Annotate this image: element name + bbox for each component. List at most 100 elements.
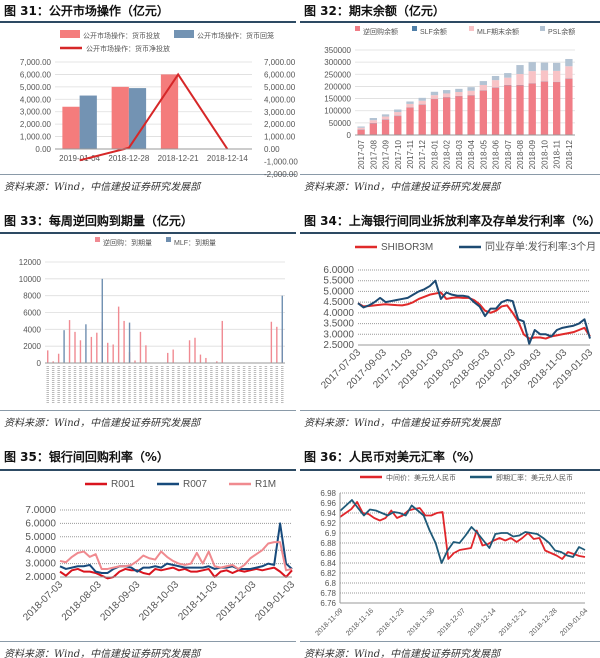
legend-swatch bbox=[540, 26, 545, 31]
y-tick-label: 1,000.00 bbox=[20, 133, 52, 142]
y-tick-label: 7.0000 bbox=[25, 505, 56, 516]
y-tick-label: 6.76 bbox=[320, 599, 336, 608]
chart-svg: 7.0000 6.0000 5.0000 4.0000 3.0000 2.0000 R001… bbox=[21, 479, 297, 623]
y-tick-label: 50000 bbox=[329, 119, 352, 128]
y-tick-label: 6.88 bbox=[320, 539, 336, 548]
stacked-bar-segment bbox=[406, 107, 414, 135]
stacked-bar-segment bbox=[369, 118, 377, 121]
bar bbox=[139, 331, 142, 363]
y-tick-label: 4000 bbox=[23, 325, 41, 334]
bar bbox=[145, 345, 147, 363]
x-tick-label: 2018-07 bbox=[504, 139, 513, 169]
title-divider bbox=[0, 232, 296, 234]
y2-tick-label: -1,000.00 bbox=[264, 158, 298, 167]
y-tick-label: 250000 bbox=[324, 70, 351, 79]
y-tick-label: 2000 bbox=[23, 342, 41, 351]
x-tick-label: 2018-08 bbox=[516, 139, 525, 169]
stacked-bar-segment bbox=[540, 81, 549, 135]
stacked-bar-segment bbox=[467, 95, 475, 135]
chart-title: 图 35：银行间回购利率（%） bbox=[4, 450, 169, 464]
legend-label: 同业存单:发行利率:3个月 bbox=[485, 240, 596, 253]
stacked-bar-segment bbox=[357, 127, 365, 130]
bar bbox=[52, 361, 54, 363]
x-tick-label: 2018-10-03 bbox=[137, 579, 181, 623]
stacked-bar-segment bbox=[369, 120, 377, 124]
bar bbox=[276, 326, 278, 363]
x-tick-label: 2019-01-03 bbox=[253, 579, 297, 623]
line-series-同业存单:发行利率:3个月 bbox=[357, 279, 591, 345]
legend-swatch bbox=[174, 30, 194, 38]
line-series-R1M bbox=[59, 541, 293, 572]
chart-svg: 6.00005.50005.00004.50004.00003.50003.00… bbox=[319, 240, 596, 391]
title-divider bbox=[300, 232, 600, 234]
y2-tick-label: 5,000.00 bbox=[264, 83, 296, 92]
source-note: 资料来源：Wind，中信建投证券研究发展部 bbox=[4, 649, 201, 658]
x-tick-label: 2017-10 bbox=[394, 139, 403, 169]
stacked-bar-segment bbox=[381, 114, 390, 117]
bar bbox=[123, 320, 125, 363]
y-tick-label: 8000 bbox=[23, 292, 41, 301]
source-divider bbox=[300, 410, 600, 411]
y-tick-label: 12000 bbox=[19, 258, 42, 267]
x-tick-label: 2018-11-09 bbox=[315, 607, 345, 637]
x-tick-label: 2018-12-14 bbox=[207, 154, 248, 163]
stacked-bar-segment bbox=[430, 91, 439, 96]
stacked-bar-segment bbox=[430, 95, 439, 99]
stacked-bar-segment bbox=[430, 99, 439, 135]
bar bbox=[62, 106, 80, 149]
legend-label: SLF余额 bbox=[420, 27, 447, 36]
chart-title: 图 33：每周逆回购到期量（亿元） bbox=[4, 214, 193, 228]
stacked-bar-segment bbox=[479, 81, 487, 85]
line-series-即期汇率：美元兑人民币 bbox=[339, 499, 586, 564]
y-tick-label: 4.0000 bbox=[25, 545, 56, 556]
x-tick-label: 2018-02 bbox=[443, 139, 452, 169]
title-divider bbox=[0, 469, 296, 471]
stacked-bar-segment bbox=[516, 85, 524, 135]
stacked-bar-segment bbox=[504, 73, 512, 78]
y-tick-label: 6.9 bbox=[325, 529, 337, 538]
y-tick-label: 5.0000 bbox=[25, 532, 56, 543]
bar bbox=[74, 331, 76, 363]
x-tick-label: 2018-12-14 bbox=[467, 607, 497, 637]
bar bbox=[111, 86, 129, 149]
x-tick-label: 2018-09-03 bbox=[99, 579, 143, 623]
y-tick-label: 6.96 bbox=[320, 499, 336, 508]
y-tick-label: 6.8 bbox=[325, 579, 337, 588]
y2-tick-label: 1,000.00 bbox=[264, 133, 296, 142]
stacked-bar-segment bbox=[540, 62, 549, 71]
y-tick-label: 4.5000 bbox=[323, 297, 354, 308]
x-tick-label: 2018-10 bbox=[540, 139, 549, 169]
legend-label: 即期汇率：美元兑人民币 bbox=[496, 473, 573, 482]
chart-panel-c36: 图 36：人民币对美元汇率（%） 资料来源：Wind，中信建投证券研究发展部 6.9… bbox=[300, 440, 600, 658]
x-tick-label: 2018-11-30 bbox=[406, 607, 436, 637]
source-divider bbox=[0, 410, 296, 411]
stacked-bar-segment bbox=[455, 92, 463, 96]
x-tick-label: 2018-12 bbox=[565, 139, 574, 169]
legend-swatch bbox=[166, 237, 171, 242]
stacked-bar-segment bbox=[528, 83, 536, 135]
stacked-bar-segment bbox=[516, 74, 524, 85]
x-tick-label: 2017-11 bbox=[406, 139, 415, 168]
stacked-bar-segment bbox=[443, 97, 451, 135]
bar bbox=[205, 357, 207, 363]
bar bbox=[199, 354, 202, 363]
bar bbox=[128, 88, 147, 149]
legend-swatch bbox=[95, 237, 100, 242]
chart-panel-c35: 图 35：银行间回购利率（%） 资料来源：Wind，中信建投证券研究发展部 7.00… bbox=[0, 440, 297, 658]
legend-label: R1M bbox=[255, 479, 276, 490]
bar bbox=[270, 321, 273, 363]
stacked-bar-segment bbox=[455, 96, 463, 135]
legend-label: R001 bbox=[111, 479, 135, 490]
stacked-bar-segment bbox=[369, 123, 377, 135]
legend-label: 公开市场操作：货币投放 bbox=[83, 31, 160, 40]
stacked-bar-segment bbox=[381, 119, 390, 135]
y-tick-label: 3.0000 bbox=[323, 329, 354, 340]
legend-label: SHIBOR3M bbox=[381, 242, 433, 253]
source-divider bbox=[0, 174, 296, 175]
legend-label: 中间价：美元兑人民币 bbox=[386, 473, 456, 482]
y-tick-label: 150000 bbox=[324, 95, 351, 104]
legend-label: R007 bbox=[183, 479, 207, 490]
y-tick-label: 2.0000 bbox=[25, 572, 56, 583]
bar bbox=[221, 320, 223, 363]
